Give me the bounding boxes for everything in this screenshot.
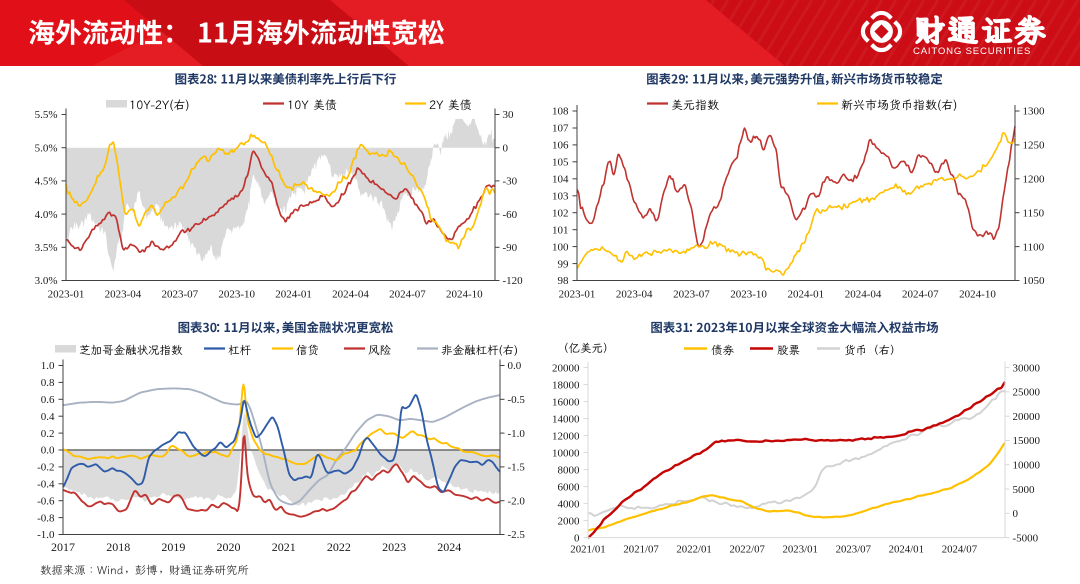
- svg-text:20000: 20000: [1013, 411, 1041, 423]
- svg-text:107: 107: [552, 123, 569, 135]
- svg-text:0.0: 0.0: [41, 445, 55, 457]
- svg-text:2022/01: 2022/01: [676, 544, 711, 556]
- svg-text:2023-01: 2023-01: [559, 289, 596, 301]
- svg-text:20000: 20000: [552, 362, 580, 374]
- svg-text:102: 102: [552, 207, 569, 219]
- svg-text:0.6: 0.6: [41, 394, 55, 406]
- svg-text:2024-04: 2024-04: [845, 289, 882, 301]
- svg-text:8000: 8000: [558, 464, 581, 476]
- svg-text:99: 99: [558, 258, 570, 270]
- svg-text:-2.0: -2.0: [508, 495, 526, 507]
- svg-text:-60: -60: [503, 209, 518, 221]
- svg-text:2024-07: 2024-07: [902, 289, 939, 301]
- svg-text:2018: 2018: [106, 540, 130, 554]
- svg-text:1100: 1100: [1023, 241, 1045, 253]
- svg-text:2024-01: 2024-01: [787, 289, 824, 301]
- svg-text:103: 103: [552, 191, 569, 203]
- svg-text:100: 100: [552, 241, 569, 253]
- svg-text:3.0%: 3.0%: [35, 275, 58, 287]
- svg-text:2024: 2024: [437, 540, 461, 554]
- svg-text:15000: 15000: [1013, 435, 1041, 447]
- svg-text:2024/07: 2024/07: [942, 544, 978, 556]
- svg-text:2020: 2020: [217, 540, 241, 554]
- svg-text:-90: -90: [503, 242, 518, 254]
- svg-text:2023-07: 2023-07: [161, 289, 198, 301]
- svg-text:105: 105: [552, 157, 569, 169]
- svg-text:16000: 16000: [552, 396, 580, 408]
- svg-text:5.5%: 5.5%: [35, 109, 58, 121]
- svg-text:0: 0: [1013, 508, 1019, 520]
- svg-text:2024/01: 2024/01: [889, 544, 924, 556]
- svg-text:-0.4: -0.4: [37, 479, 55, 491]
- svg-text:0.0: 0.0: [508, 360, 522, 372]
- svg-text:25000: 25000: [1013, 387, 1041, 399]
- svg-text:5000: 5000: [1013, 484, 1036, 496]
- svg-text:106: 106: [552, 140, 569, 152]
- svg-text:0: 0: [574, 532, 580, 544]
- svg-text:-0.8: -0.8: [37, 512, 55, 524]
- svg-text:0.4: 0.4: [41, 411, 55, 423]
- svg-text:2024-07: 2024-07: [389, 289, 426, 301]
- svg-text:2023-10: 2023-10: [730, 289, 767, 301]
- svg-text:-120: -120: [503, 275, 524, 287]
- svg-text:30: 30: [503, 109, 515, 121]
- svg-text:12000: 12000: [552, 430, 580, 442]
- svg-text:2000: 2000: [558, 515, 581, 527]
- svg-text:2024-04: 2024-04: [332, 289, 369, 301]
- svg-text:2023/07: 2023/07: [836, 544, 872, 556]
- svg-text:4000: 4000: [558, 498, 581, 510]
- svg-text:1150: 1150: [1023, 207, 1045, 219]
- svg-text:2023-04: 2023-04: [616, 289, 653, 301]
- svg-text:0.8: 0.8: [41, 377, 55, 389]
- svg-text:104: 104: [552, 174, 569, 186]
- svg-text:-0.5: -0.5: [508, 394, 526, 406]
- svg-text:2023-01: 2023-01: [48, 289, 85, 301]
- svg-text:2021: 2021: [272, 540, 296, 554]
- svg-text:30000: 30000: [1013, 362, 1041, 374]
- svg-text:-1.5: -1.5: [508, 462, 526, 474]
- svg-text:2021/01: 2021/01: [570, 544, 605, 556]
- svg-text:1300: 1300: [1023, 106, 1046, 118]
- svg-text:4.5%: 4.5%: [35, 176, 58, 188]
- svg-text:4.0%: 4.0%: [35, 209, 58, 221]
- svg-text:2022: 2022: [327, 540, 351, 554]
- svg-text:2024-10: 2024-10: [446, 289, 483, 301]
- svg-text:1050: 1050: [1023, 275, 1046, 287]
- svg-text:1250: 1250: [1023, 140, 1046, 152]
- svg-text:10000: 10000: [1013, 460, 1041, 472]
- svg-text:0.2: 0.2: [41, 428, 55, 440]
- svg-text:-5000: -5000: [1013, 532, 1039, 544]
- svg-text:CAITONG SECURITIES: CAITONG SECURITIES: [913, 46, 1031, 57]
- svg-text:-1.0: -1.0: [37, 529, 55, 541]
- svg-text:2023-10: 2023-10: [218, 289, 255, 301]
- svg-text:2024-10: 2024-10: [959, 289, 996, 301]
- svg-text:0: 0: [503, 142, 509, 154]
- svg-text:2023-07: 2023-07: [673, 289, 710, 301]
- svg-text:2023: 2023: [382, 540, 406, 554]
- svg-text:2023/01: 2023/01: [783, 544, 818, 556]
- svg-text:6000: 6000: [558, 481, 581, 493]
- svg-text:14000: 14000: [552, 413, 580, 425]
- svg-text:108: 108: [552, 106, 569, 118]
- svg-text:-30: -30: [503, 176, 518, 188]
- svg-text:-1.0: -1.0: [508, 428, 526, 440]
- svg-text:18000: 18000: [552, 379, 580, 391]
- svg-text:2021/07: 2021/07: [623, 544, 659, 556]
- svg-text:-2.5: -2.5: [508, 529, 526, 541]
- svg-text:2022/07: 2022/07: [730, 544, 766, 556]
- svg-text:2019: 2019: [161, 540, 185, 554]
- svg-text:101: 101: [552, 224, 569, 236]
- svg-text:2023-04: 2023-04: [105, 289, 142, 301]
- svg-text:3.5%: 3.5%: [35, 242, 58, 254]
- svg-text:2017: 2017: [51, 540, 75, 554]
- svg-text:2024-01: 2024-01: [275, 289, 312, 301]
- svg-text:98: 98: [558, 275, 570, 287]
- svg-text:-0.6: -0.6: [37, 495, 55, 507]
- svg-text:1.0: 1.0: [41, 360, 55, 372]
- svg-text:10000: 10000: [552, 447, 580, 459]
- svg-text:-0.2: -0.2: [37, 462, 54, 474]
- svg-text:1200: 1200: [1023, 174, 1046, 186]
- svg-text:5.0%: 5.0%: [35, 142, 58, 154]
